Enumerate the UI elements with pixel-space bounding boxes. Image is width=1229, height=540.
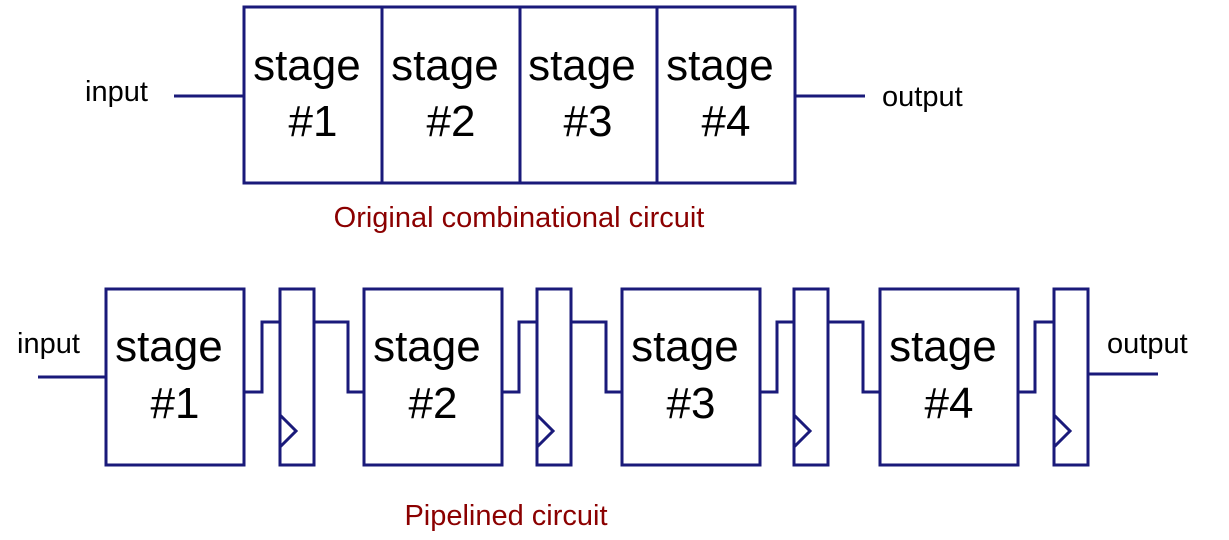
bottom-input-label: input xyxy=(17,328,80,360)
top-stage-2-label: stage #2 xyxy=(391,41,511,146)
top-input-label: input xyxy=(85,76,148,108)
pipeline-register xyxy=(278,287,316,467)
bottom-stage-4-box xyxy=(878,287,1020,467)
pipeline-wire xyxy=(571,320,622,394)
pipeline-wire xyxy=(502,320,537,394)
combinational-circuit: input output stage #1 stage #2 stage #3 … xyxy=(85,5,963,234)
bottom-stage-3-label: stage #3 xyxy=(631,322,751,428)
bottom-stage-1-label: stage #1 xyxy=(115,322,235,428)
pipelined-circuit: input output stage #1 stage #2 stage #3 … xyxy=(17,287,1188,532)
pipeline-register xyxy=(792,287,830,467)
bottom-stage-4-label: stage #4 xyxy=(889,322,1009,428)
pipeline-register xyxy=(1052,287,1090,467)
top-stage-4-label: stage #4 xyxy=(666,41,786,146)
bottom-stage-2-box xyxy=(362,287,504,467)
clock-triangle-icon xyxy=(792,413,813,449)
top-caption: Original combinational circuit xyxy=(334,202,705,234)
clock-triangle-icon xyxy=(278,413,299,449)
top-stage-1-label: stage #1 xyxy=(253,41,373,146)
top-output-label: output xyxy=(882,81,963,113)
clock-triangle-icon xyxy=(1052,413,1073,449)
bottom-stage-3-box xyxy=(620,287,762,467)
bottom-caption: Pipelined circuit xyxy=(404,500,607,532)
pipeline-register xyxy=(535,287,573,467)
pipeline-wire xyxy=(314,320,364,394)
top-stage-3-label: stage #3 xyxy=(528,41,648,146)
bottom-stage-2-label: stage #2 xyxy=(373,322,493,428)
pipeline-wire xyxy=(1018,320,1054,394)
bottom-output-label: output xyxy=(1107,328,1188,360)
pipeline-wire xyxy=(828,320,880,394)
clock-triangle-icon xyxy=(535,413,556,449)
pipeline-wire xyxy=(760,320,794,394)
bottom-stage-1-box xyxy=(104,287,246,467)
pipeline-wire xyxy=(244,320,280,394)
